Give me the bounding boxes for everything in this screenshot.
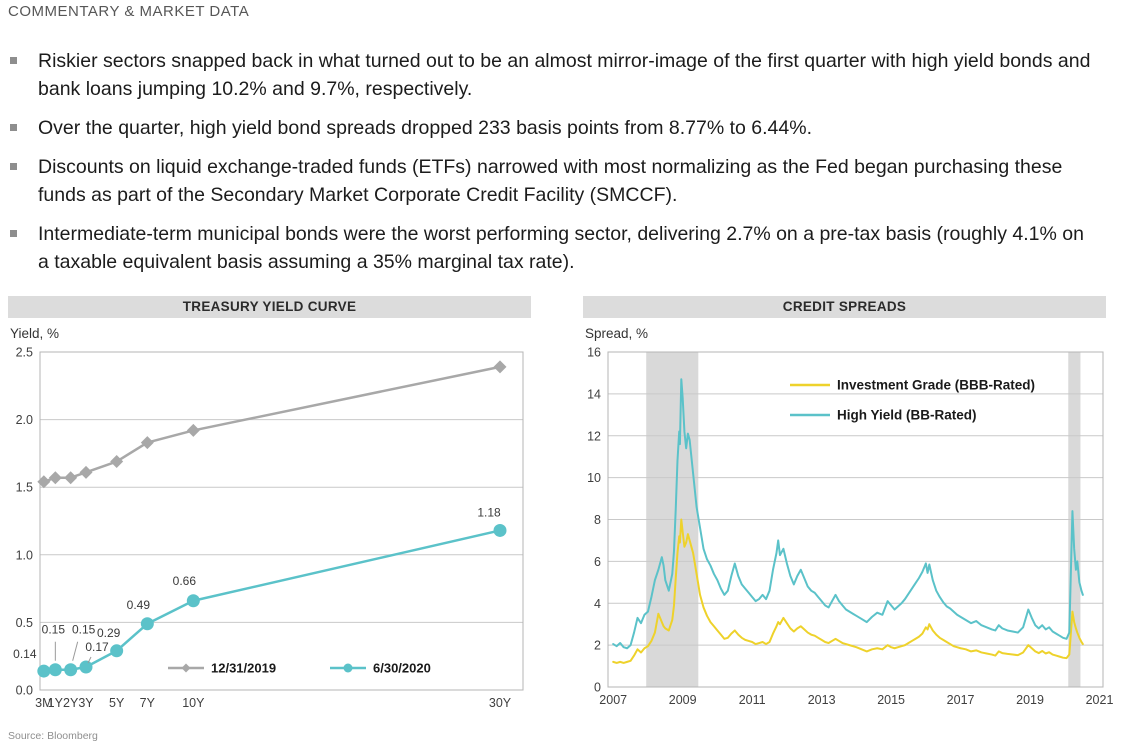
bullet-marker <box>10 57 17 64</box>
bullet-item: Intermediate-term municipal bonds were t… <box>8 220 1094 276</box>
svg-text:0.14: 0.14 <box>13 647 37 661</box>
svg-text:3Y: 3Y <box>78 696 94 710</box>
svg-text:10Y: 10Y <box>182 696 205 710</box>
svg-text:1.5: 1.5 <box>16 481 33 495</box>
svg-text:0.17: 0.17 <box>85 640 109 654</box>
bullet-marker <box>10 230 17 237</box>
chart-title-credit: CREDIT SPREADS <box>583 296 1106 318</box>
svg-text:2019: 2019 <box>1016 693 1044 707</box>
svg-text:0.5: 0.5 <box>16 616 33 630</box>
svg-text:7Y: 7Y <box>140 696 156 710</box>
bullet-item: Riskier sectors snapped back in what tur… <box>8 47 1094 103</box>
svg-text:12: 12 <box>587 429 601 443</box>
svg-text:4: 4 <box>594 597 601 611</box>
svg-text:1.0: 1.0 <box>16 548 33 562</box>
y-axis-unit-label: Yield, % <box>10 326 60 341</box>
bullet-marker <box>10 124 17 131</box>
bullet-item: Over the quarter, high yield bond spread… <box>8 114 1094 142</box>
svg-text:0.29: 0.29 <box>97 626 121 640</box>
svg-text:2013: 2013 <box>808 693 836 707</box>
svg-text:2Y: 2Y <box>63 696 79 710</box>
svg-text:1Y: 1Y <box>48 696 64 710</box>
source-note: Source: Bloomberg <box>8 730 98 742</box>
treasury-yield-curve-chart: 0.14 0.15 0.15 0.17 0.29 0.49 0.66 1.18 0.0 0.5 1.… <box>8 340 531 723</box>
svg-text:2009: 2009 <box>669 693 697 707</box>
svg-text:8: 8 <box>594 513 601 527</box>
bullet-text: Intermediate-term municipal bonds were t… <box>38 223 1084 273</box>
bullet-list: Riskier sectors snapped back in what tur… <box>8 47 1094 287</box>
svg-text:2007: 2007 <box>599 693 627 707</box>
svg-text:1.18: 1.18 <box>477 505 501 519</box>
chart-panel-treasury: TREASURY YIELD CURVE Yield, % 0.14 0.15 0.… <box>8 296 531 710</box>
svg-text:0.15: 0.15 <box>42 623 66 637</box>
svg-text:2.0: 2.0 <box>16 413 33 427</box>
svg-text:2: 2 <box>594 639 601 653</box>
svg-text:10: 10 <box>587 471 601 485</box>
svg-text:High Yield (BB-Rated): High Yield (BB-Rated) <box>837 408 977 423</box>
svg-text:6/30/2020: 6/30/2020 <box>373 661 431 676</box>
bullet-text: Over the quarter, high yield bond spread… <box>38 117 812 139</box>
svg-text:0.15: 0.15 <box>72 623 96 637</box>
bullet-text: Discounts on liquid exchange-traded fund… <box>38 156 1063 206</box>
svg-text:3M: 3M <box>35 696 52 710</box>
bullet-item: Discounts on liquid exchange-traded fund… <box>8 153 1094 209</box>
svg-text:0.66: 0.66 <box>173 574 197 588</box>
chart-title-treasury: TREASURY YIELD CURVE <box>8 296 531 318</box>
page-title: COMMENTARY & MARKET DATA <box>8 3 250 20</box>
credit-spreads-chart: 0 2 4 6 8 10 12 14 16 2007 2009 2011 2013 2015 2017 201… <box>583 340 1124 723</box>
svg-text:Investment Grade (BBB-Rated): Investment Grade (BBB-Rated) <box>837 378 1035 393</box>
chart-panel-credit: CREDIT SPREADS Spread, % 0 2 4 6 8 10 12 14 16 20… <box>583 296 1113 707</box>
svg-text:16: 16 <box>587 346 601 360</box>
svg-text:30Y: 30Y <box>489 696 512 710</box>
bullet-marker <box>10 163 17 170</box>
y-axis-unit-label: Spread, % <box>585 326 649 341</box>
bullet-text: Riskier sectors snapped back in what tur… <box>38 50 1091 100</box>
svg-text:5Y: 5Y <box>109 696 125 710</box>
svg-text:0.0: 0.0 <box>16 684 33 698</box>
svg-text:2017: 2017 <box>947 693 975 707</box>
svg-text:2.5: 2.5 <box>16 346 33 360</box>
svg-text:2021: 2021 <box>1086 693 1114 707</box>
svg-text:14: 14 <box>587 387 601 401</box>
svg-text:2015: 2015 <box>877 693 905 707</box>
svg-text:12/31/2019: 12/31/2019 <box>211 661 276 676</box>
svg-text:2011: 2011 <box>739 693 766 707</box>
svg-text:0: 0 <box>594 681 601 695</box>
svg-text:6: 6 <box>594 555 601 569</box>
svg-text:0.49: 0.49 <box>127 598 151 612</box>
